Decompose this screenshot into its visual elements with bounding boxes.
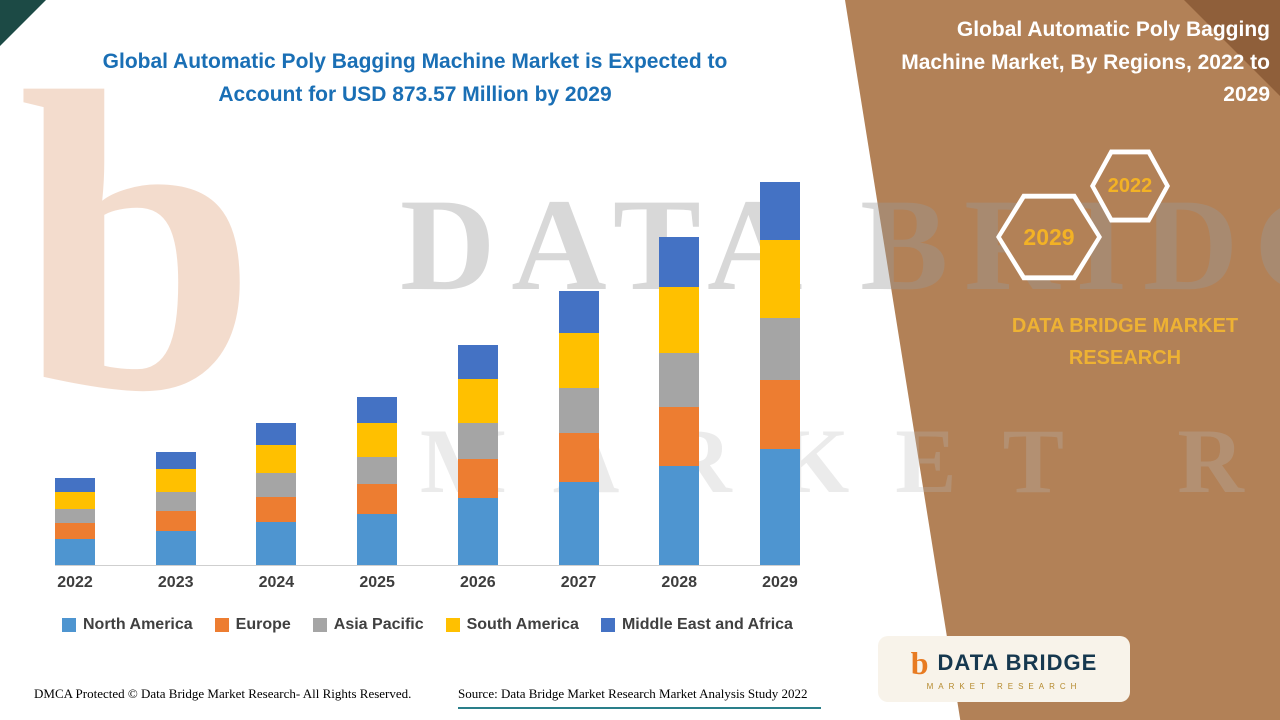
bar-segment-middle-east-and-africa-2025 (357, 396, 398, 423)
legend-swatch-europe (214, 618, 229, 632)
bar-segment-north-america-2026 (457, 498, 498, 565)
hexagon-badge-2029-inner: 2029 (1001, 198, 1097, 276)
brand-text: DATA BRIDGE MARKET RESEARCH (1011, 315, 1239, 369)
dmca-notice: DMCA Protected © Data Bridge Market Rese… (34, 686, 412, 701)
bar-segment-middle-east-and-africa-2026 (457, 344, 498, 379)
x-label-2027: 2027 (560, 574, 597, 591)
x-label-2026: 2026 (460, 574, 496, 591)
x-label-2024: 2024 (258, 574, 295, 591)
logo-title: DATA BRIDGE (937, 650, 1098, 675)
bar-2023 (155, 170, 196, 565)
bar-segment-europe-2023 (155, 510, 196, 531)
bar-segment-middle-east-and-africa-2022 (55, 478, 95, 492)
source-note: Source: Data Bridge Market Research Mark… (458, 686, 822, 709)
bar-segment-europe-2028 (659, 407, 700, 466)
bar-segment-asia-pacific-2022 (55, 509, 95, 524)
plot-area (55, 170, 800, 566)
top-left-corner-triangle (0, 0, 46, 46)
bar-segment-north-america-2024 (256, 522, 297, 565)
bar-segment-europe-2024 (256, 496, 297, 522)
x-label-2025: 2025 (359, 574, 395, 591)
bar-segment-asia-pacific-2025 (357, 456, 398, 485)
bar-segment-north-america-2027 (558, 482, 599, 565)
bar-2027 (558, 170, 599, 565)
badge-2029-label: 2029 (1023, 223, 1075, 250)
x-label-2023: 2023 (157, 574, 194, 591)
legend-item-asia-pacific: Asia Pacific (312, 616, 424, 634)
bar-segment-middle-east-and-africa-2027 (558, 290, 599, 333)
bar-segment-asia-pacific-2029 (759, 317, 800, 381)
x-label-2022: 2022 (57, 574, 93, 591)
logo-subtitle: MARKET RESEARCH (926, 682, 1082, 691)
bar-2022 (55, 170, 95, 565)
bar-segment-asia-pacific-2027 (558, 388, 599, 433)
data-bridge-logo-box: b DATA BRIDGE MARKET RESEARCH (878, 636, 1130, 702)
legend-swatch-middle-east-and-africa (600, 618, 615, 632)
legend-item-south-america: South America (445, 616, 579, 634)
bar-segment-middle-east-and-africa-2028 (659, 236, 700, 288)
bar-segment-south-america-2028 (659, 287, 700, 354)
logo-row: b DATA BRIDGE (911, 647, 1098, 679)
bar-segment-europe-2022 (55, 523, 95, 539)
x-axis-labels: 2022 2023 2024 2025 2026 2027 2028 2029 (55, 574, 800, 592)
bar-segment-asia-pacific-2023 (155, 492, 196, 511)
bar-2028 (659, 170, 700, 565)
top-right-corner-triangle (1184, 0, 1280, 96)
bar-segment-north-america-2023 (155, 530, 196, 565)
bar-2025 (357, 170, 398, 565)
legend-item-north-america: North America (62, 616, 193, 634)
bar-segment-south-america-2025 (357, 422, 398, 457)
bar-segment-south-america-2024 (256, 444, 297, 474)
legend-swatch-south-america (445, 618, 460, 632)
hexagon-badge-2022: 2022 (1090, 149, 1170, 223)
bar-segment-europe-2027 (558, 432, 599, 483)
legend-label-north-america: North America (83, 616, 193, 633)
chart-title: Global Automatic Poly Bagging Machine Ma… (102, 50, 728, 106)
hexagon-badge-2022-inner: 2022 (1095, 154, 1165, 218)
bar-segment-europe-2029 (759, 380, 800, 450)
bar-segment-south-america-2029 (759, 240, 800, 318)
bar-2024 (256, 170, 297, 565)
bar-segment-europe-2026 (457, 458, 498, 499)
x-label-2028: 2028 (661, 574, 698, 591)
panel-title: Global Automatic Poly Bagging Machine Ma… (901, 18, 1270, 107)
legend-swatch-asia-pacific (312, 618, 327, 632)
bar-segment-south-america-2026 (457, 378, 498, 423)
bar-segment-asia-pacific-2028 (659, 353, 700, 408)
legend-item-europe: Europe (214, 616, 291, 634)
bar-segment-asia-pacific-2024 (256, 473, 297, 497)
legend-label-middle-east-and-africa: Middle East and Africa (621, 616, 793, 633)
bar-2026 (457, 170, 498, 565)
bar-segment-south-america-2023 (155, 469, 196, 493)
bar-segment-north-america-2028 (659, 465, 700, 565)
legend-label-asia-pacific: Asia Pacific (333, 616, 424, 633)
legend-label-europe: Europe (235, 616, 291, 633)
legend-item-middle-east-and-africa: Middle East and Africa (600, 616, 793, 634)
bar-segment-middle-east-and-africa-2024 (256, 422, 297, 445)
bar-segment-north-america-2029 (759, 449, 800, 565)
bar-segment-south-america-2027 (558, 332, 599, 389)
bar-segment-middle-east-and-africa-2029 (759, 181, 800, 241)
bar-segment-europe-2025 (357, 484, 398, 515)
legend: North America Europe Asia Pacific South Ame… (62, 616, 842, 634)
x-label-2029: 2029 (762, 574, 798, 591)
bar-segment-south-america-2022 (55, 491, 95, 510)
bar-segment-north-america-2025 (357, 514, 398, 565)
bar-2029 (759, 170, 800, 565)
logo-b-icon: b (910, 645, 929, 681)
legend-swatch-north-america (62, 618, 76, 632)
bar-segment-middle-east-and-africa-2023 (155, 451, 196, 470)
bar-segment-north-america-2022 (55, 538, 95, 565)
bar-segment-asia-pacific-2026 (457, 422, 498, 459)
legend-label-south-america: South America (466, 616, 579, 633)
badge-2022-label: 2022 (1107, 174, 1153, 197)
